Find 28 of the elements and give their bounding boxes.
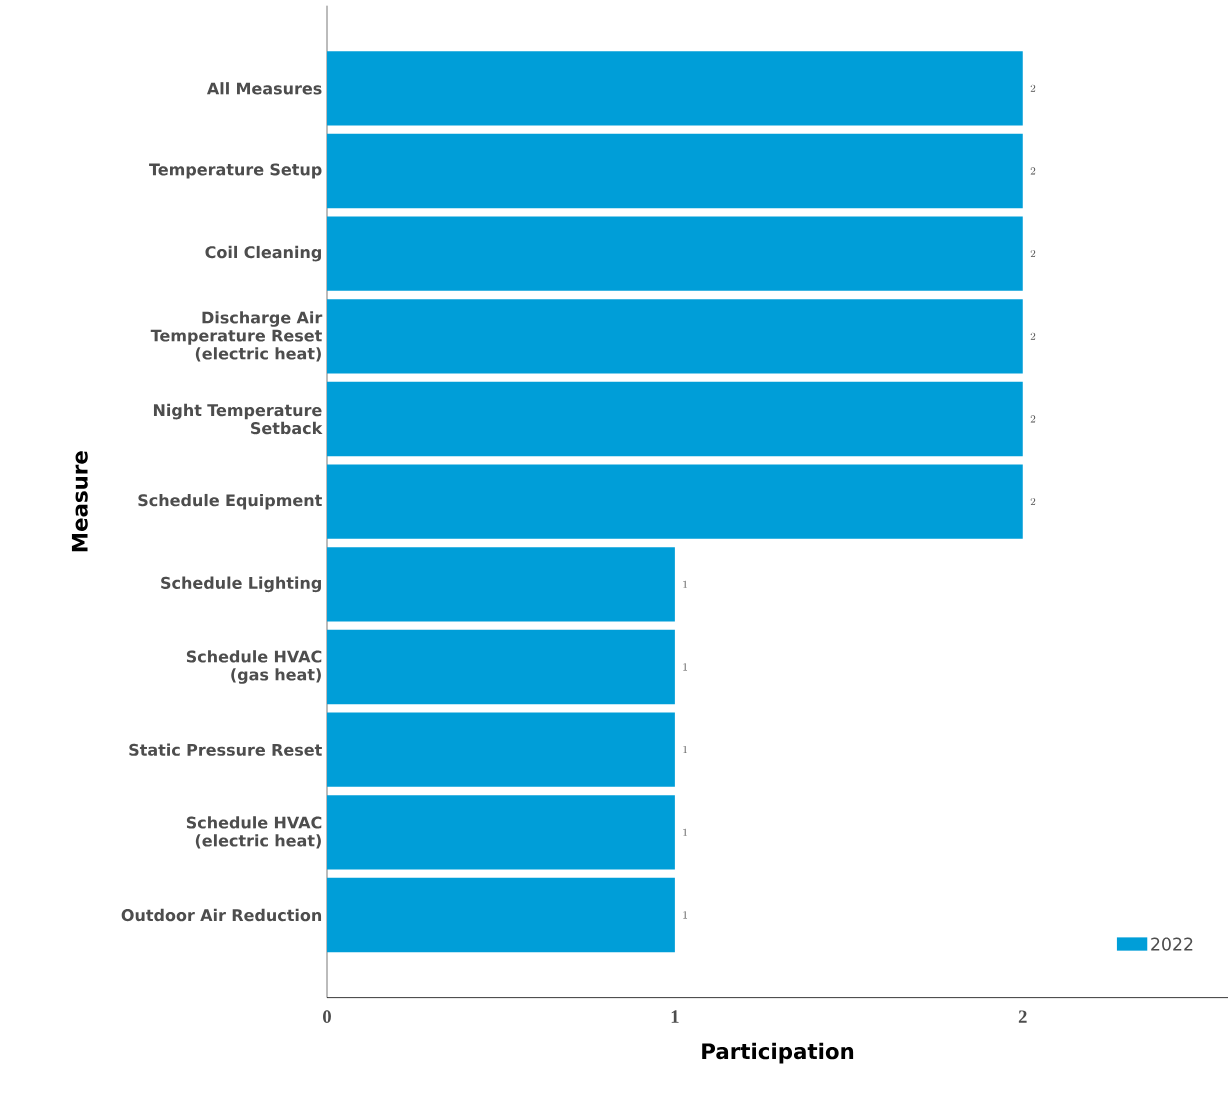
x-axis-title: Participation xyxy=(702,1042,854,1064)
data-label: 2 xyxy=(1030,167,1036,175)
y-tick-label: Outdoor Air Reduction xyxy=(121,908,322,922)
y-tick-label: Coil Cleaning xyxy=(205,246,321,262)
data-label: 2 xyxy=(1030,498,1036,506)
x-tick-label: 1 xyxy=(671,1010,679,1023)
y-tick-label: Schedule HVAC (electric heat) xyxy=(186,816,322,849)
data-label: 2 xyxy=(1030,415,1036,423)
data-label: 1 xyxy=(683,663,688,671)
y-tick-label: Discharge Air Temperature Reset (electric heat) xyxy=(150,311,323,362)
y-tick-label: All Measures xyxy=(206,82,322,95)
y-tick-label: Night Temperature Setback xyxy=(153,403,323,435)
y-tick-label: Schedule HVAC (gas heat) xyxy=(186,650,322,684)
data-label: 2 xyxy=(1030,332,1036,340)
y-tick-label: Static Pressure Reset xyxy=(129,743,322,757)
y-axis-title: Measure xyxy=(71,451,88,552)
data-label: 1 xyxy=(683,911,688,919)
y-tick-label: Schedule Equipment xyxy=(138,494,322,510)
legend-label: 2022 xyxy=(1151,937,1193,951)
data-label: 1 xyxy=(683,746,688,754)
data-label: 2 xyxy=(1030,84,1036,92)
x-tick-label: 0 xyxy=(323,1010,331,1024)
data-label: 2 xyxy=(1030,250,1036,258)
y-tick-label: Temperature Setup xyxy=(149,163,322,179)
data-label: 1 xyxy=(683,828,688,836)
data-label: 1 xyxy=(683,580,688,588)
x-tick-label: 2 xyxy=(1018,1010,1027,1023)
y-tick-label: Schedule Lighting xyxy=(161,576,321,593)
